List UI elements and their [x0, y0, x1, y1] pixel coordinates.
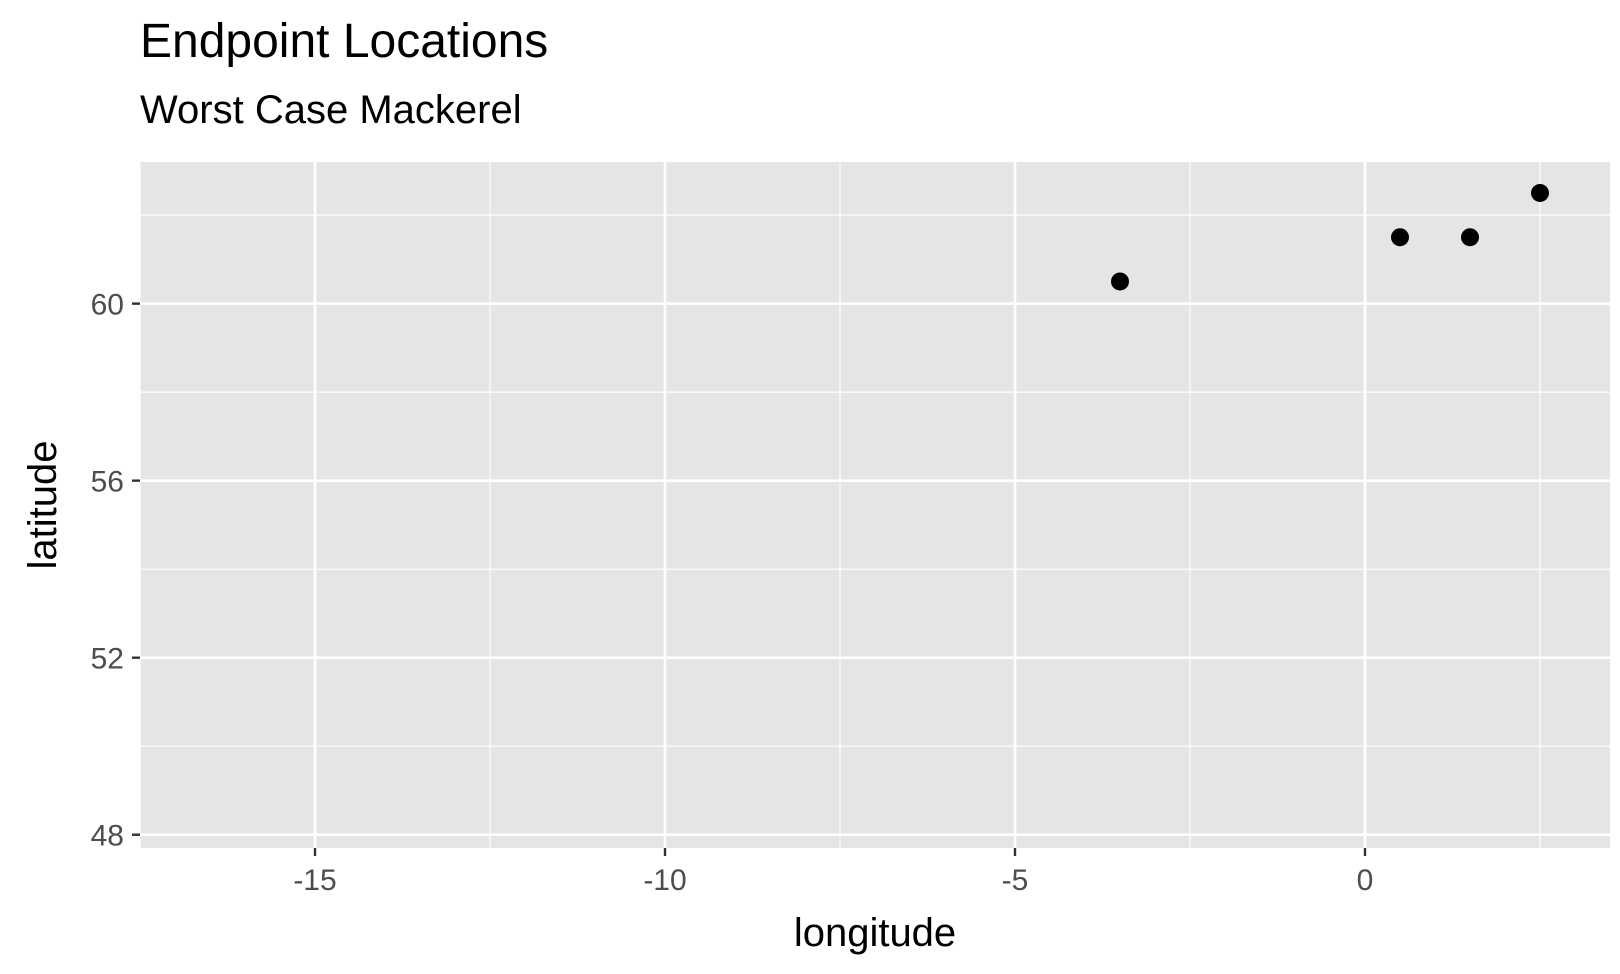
data-point	[1461, 228, 1479, 247]
x-tick-label: -5	[1002, 864, 1029, 897]
y-tick-label: 52	[91, 643, 124, 676]
data-point	[1531, 183, 1549, 202]
y-axis-title: latitude	[21, 441, 65, 570]
chart-title: Endpoint Locations	[140, 15, 549, 68]
x-axis: -15 -10 -5 0	[293, 848, 1373, 897]
x-tick-label: -10	[643, 864, 686, 897]
x-tick-label: -15	[293, 864, 336, 897]
y-tick-label: 56	[91, 466, 124, 499]
y-tick-label: 60	[91, 289, 124, 322]
y-tick-label: 48	[91, 820, 124, 853]
plot-panel	[140, 162, 1610, 848]
data-point	[1111, 272, 1129, 291]
data-point	[1391, 228, 1409, 247]
data-points	[1111, 183, 1549, 291]
chart-subtitle: Worst Case Mackerel	[140, 88, 522, 132]
x-axis-title: longitude	[794, 911, 956, 955]
major-gridlines	[140, 162, 1610, 848]
y-axis: 48 52 56 60	[91, 289, 140, 853]
x-tick-label: 0	[1357, 864, 1374, 897]
